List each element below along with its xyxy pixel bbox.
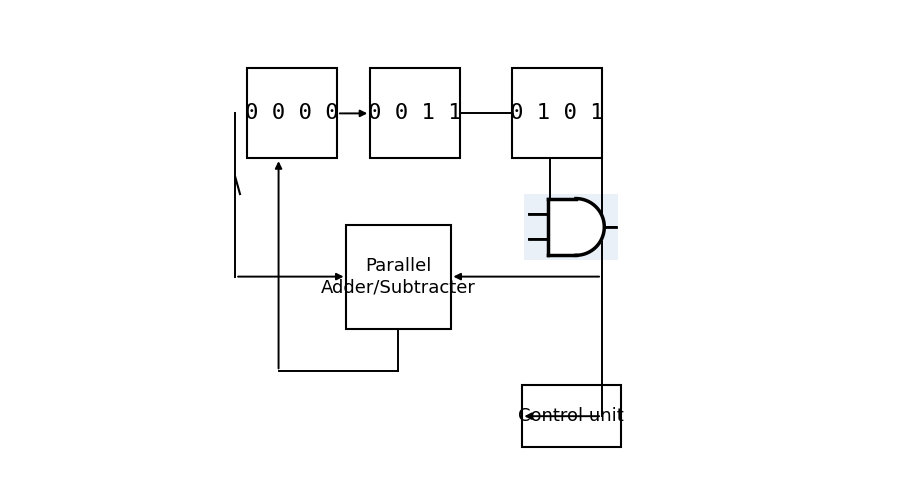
Bar <box>346 225 450 329</box>
Bar <box>369 69 460 158</box>
Bar <box>521 385 620 447</box>
Text: 0 1 0 1: 0 1 0 1 <box>510 103 603 123</box>
Bar <box>512 69 601 158</box>
Bar <box>523 194 618 260</box>
Text: Control unit: Control unit <box>517 407 623 425</box>
Text: 0 0 0 0: 0 0 0 0 <box>245 103 338 123</box>
Text: Parallel
Adder/Subtracter: Parallel Adder/Subtracter <box>321 257 475 296</box>
Text: 0 0 1 1: 0 0 1 1 <box>368 103 461 123</box>
Bar <box>247 69 336 158</box>
